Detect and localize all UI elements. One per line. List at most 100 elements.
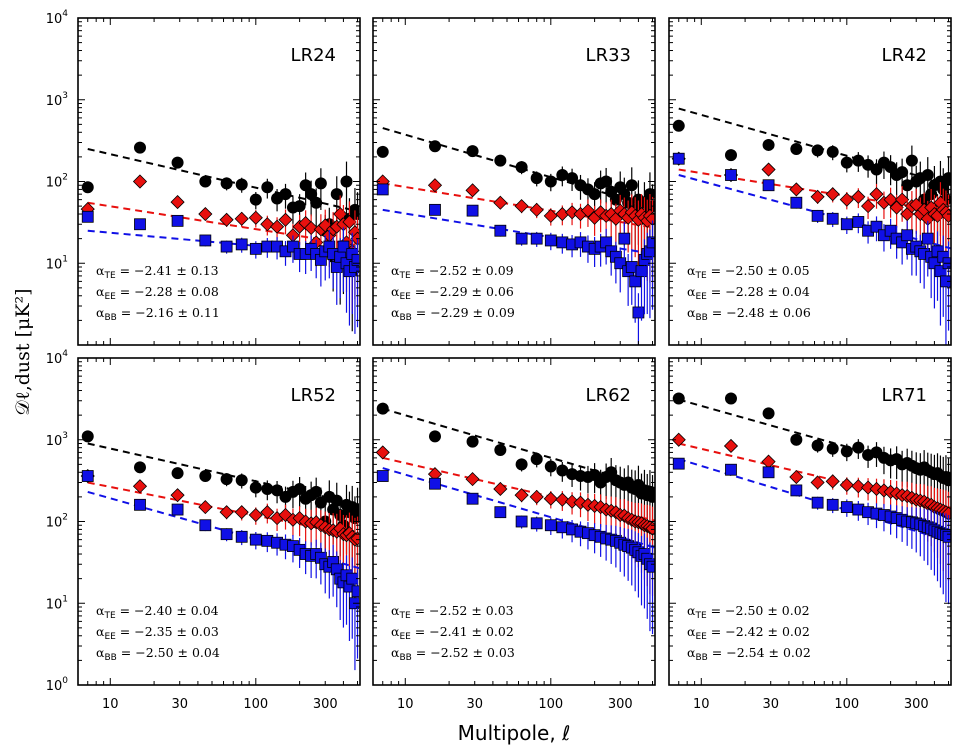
alpha-ee-label: αEE = −2.42 ± 0.02 xyxy=(687,624,810,642)
alpha-te-label: αTE = −2.41 ± 0.13 xyxy=(96,263,219,281)
data-point-bb xyxy=(81,470,94,482)
data-point-te xyxy=(279,188,292,201)
data-point-te xyxy=(376,402,389,415)
data-point-te xyxy=(299,179,312,192)
data-point-te xyxy=(790,433,803,446)
data-point-te xyxy=(220,177,233,190)
data-point-bb xyxy=(429,477,441,490)
data-point-te xyxy=(556,169,569,182)
alpha-te-label: αTE = −2.40 ± 0.04 xyxy=(96,603,219,621)
data-point-te xyxy=(249,193,262,206)
data-point-te xyxy=(600,175,613,188)
data-point-bb xyxy=(235,530,248,543)
data-point-te xyxy=(376,145,389,158)
panel-lr33: LR33 αTE = −2.52 ± 0.09 αEE = −2.29 ± 0.06… xyxy=(372,17,656,346)
data-point-te xyxy=(81,181,94,194)
data-point-bb xyxy=(376,470,389,482)
data-point-ee xyxy=(198,206,213,222)
y-tick-label: 103 xyxy=(46,91,68,109)
data-point-bb xyxy=(725,463,737,476)
data-point-bb xyxy=(249,242,262,255)
data-point-bb xyxy=(544,519,557,532)
data-point-bb xyxy=(811,496,824,509)
x-axis-title: Multipole, ℓ xyxy=(458,721,571,745)
data-point-te xyxy=(428,430,441,443)
data-point-ee xyxy=(580,203,596,218)
data-point-ee xyxy=(260,505,275,520)
panel-plot-area xyxy=(80,141,359,334)
alpha-bb-label: αBB = −2.16 ± 0.11 xyxy=(96,305,220,323)
data-point-te xyxy=(261,181,274,194)
alpha-bb-label: αBB = −2.48 ± 0.06 xyxy=(687,305,811,323)
x-tick-label: 100 xyxy=(834,697,859,712)
data-point-ee xyxy=(170,488,185,503)
x-tick-label: 300 xyxy=(904,697,929,712)
data-point-te xyxy=(466,435,479,448)
data-point-te xyxy=(340,175,353,188)
x-tick-label: 10 xyxy=(102,697,119,712)
data-point-ee xyxy=(248,210,263,225)
data-point-ee xyxy=(132,479,148,494)
data-point-bb xyxy=(646,560,655,573)
data-point-bb xyxy=(632,306,645,319)
panel-plot-area xyxy=(671,392,951,605)
x-tick-label: 30 xyxy=(762,697,779,712)
data-point-bb xyxy=(762,179,775,192)
data-point-bb xyxy=(351,585,359,598)
data-point-ee xyxy=(869,187,884,202)
data-point-bb xyxy=(870,220,883,233)
y-tick-label: 101 xyxy=(46,594,68,612)
data-point-te xyxy=(271,484,284,497)
data-point-bb xyxy=(466,492,479,505)
x-tick-label: 100 xyxy=(538,697,563,712)
data-point-te xyxy=(330,188,343,201)
data-point-te xyxy=(942,172,951,185)
data-point-ee xyxy=(671,432,686,447)
x-tick-label: 10 xyxy=(693,697,710,712)
data-point-te xyxy=(905,154,918,167)
data-point-ee xyxy=(170,195,185,210)
x-tick-label: 300 xyxy=(608,697,633,712)
fit-line-ee xyxy=(678,168,951,214)
data-point-ee xyxy=(543,208,558,223)
data-point-bb xyxy=(81,210,94,223)
alpha-bb-label: αBB = −2.52 ± 0.03 xyxy=(391,645,515,663)
data-point-bb xyxy=(494,506,507,519)
alpha-bb-label: αBB = −2.54 ± 0.02 xyxy=(687,645,811,663)
data-point-ee xyxy=(565,494,580,509)
alpha-ee-label: αEE = −2.29 ± 0.06 xyxy=(391,284,514,302)
data-point-bb xyxy=(618,232,631,245)
alpha-ee-label: αEE = −2.28 ± 0.08 xyxy=(96,284,219,302)
data-point-bb xyxy=(635,265,648,278)
data-point-bb xyxy=(199,234,212,247)
data-point-bb xyxy=(220,528,233,541)
y-tick-label: 104 xyxy=(46,349,69,367)
data-point-te xyxy=(530,172,543,185)
panel-lr42: LR42 αTE = −2.50 ± 0.05 αEE = −2.28 ± 0.04… xyxy=(668,17,952,346)
alpha-te-label: αTE = −2.50 ± 0.05 xyxy=(687,263,810,281)
data-point-ee xyxy=(342,214,357,230)
data-point-te xyxy=(220,473,233,486)
panel-lr52: 10 30 100 300 100 101 102 103 104 LR52 αTE = −2.40… xyxy=(46,349,361,712)
data-point-ee xyxy=(810,189,825,204)
data-point-bb xyxy=(515,515,528,528)
data-point-te xyxy=(199,175,212,188)
data-point-bb xyxy=(901,229,914,242)
alpha-ee-label: αEE = −2.35 ± 0.03 xyxy=(96,624,219,642)
panel-label: LR42 xyxy=(882,45,927,66)
y-tick-label: 100 xyxy=(46,676,69,694)
panel-label: LR24 xyxy=(291,45,336,66)
data-point-ee xyxy=(375,445,390,460)
data-point-te xyxy=(672,119,685,132)
data-point-ee xyxy=(789,182,804,197)
data-point-bb xyxy=(351,253,359,266)
data-point-te xyxy=(235,178,248,191)
alpha-bb-label: αBB = −2.50 ± 0.04 xyxy=(96,645,220,663)
data-point-ee xyxy=(883,192,898,207)
data-point-ee xyxy=(861,199,876,214)
panel-plot-area xyxy=(375,127,655,345)
data-point-te xyxy=(544,460,557,473)
data-point-te xyxy=(133,461,146,474)
data-point-te xyxy=(261,482,274,495)
data-point-ee xyxy=(465,472,480,487)
